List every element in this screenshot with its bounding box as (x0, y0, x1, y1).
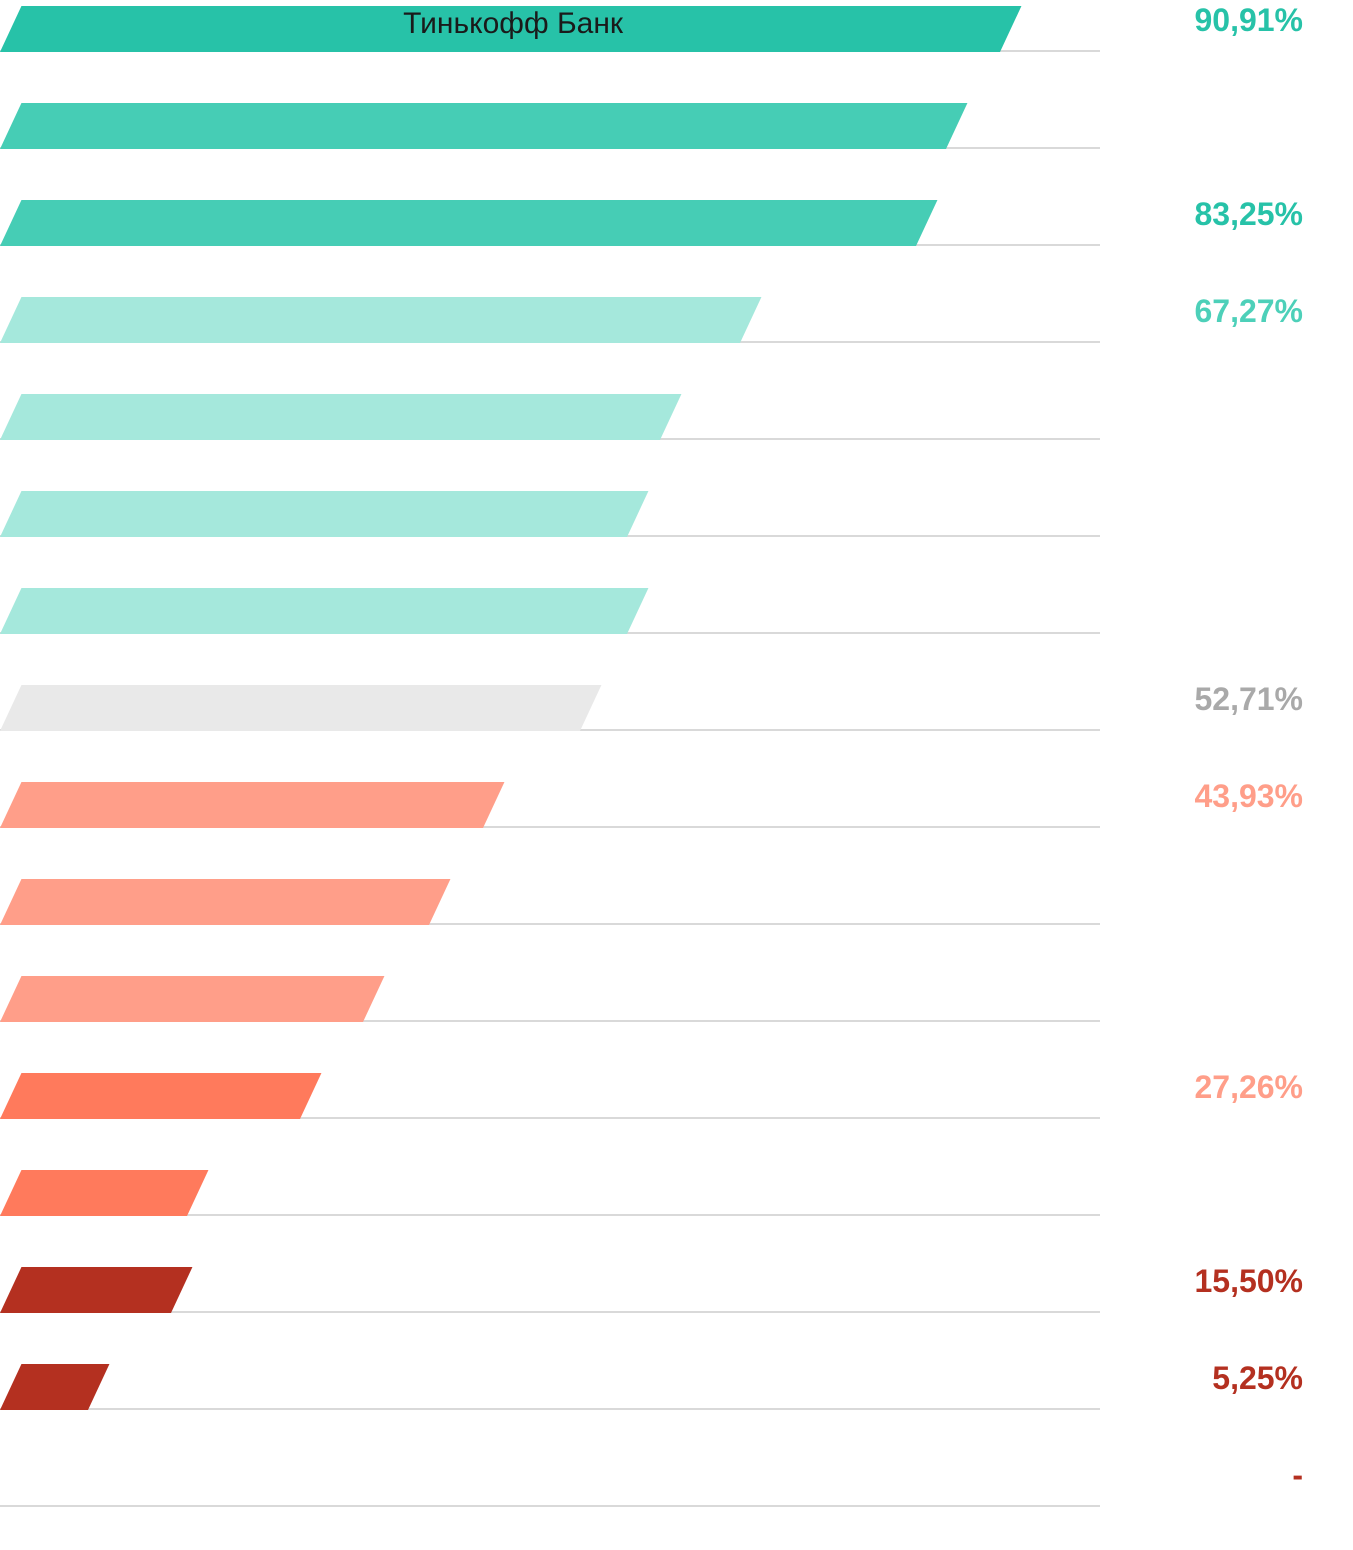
chart-row (0, 485, 1353, 537)
chart-row: 67,27% (0, 291, 1353, 343)
chart-row: 5,25% (0, 1358, 1353, 1410)
bar-value: - (1292, 1457, 1303, 1494)
chart-bar (0, 685, 601, 731)
chart-bar (0, 394, 681, 440)
chart-track (0, 1505, 1100, 1507)
chart-bar (0, 200, 937, 246)
chart-row (0, 97, 1353, 149)
chart-row (0, 873, 1353, 925)
chart-bar (0, 976, 384, 1022)
chart-row: - (0, 1455, 1353, 1507)
chart-row (0, 388, 1353, 440)
chart-bar (0, 588, 648, 634)
chart-bar (0, 1267, 192, 1313)
bar-value: 15,50% (1194, 1263, 1303, 1300)
chart-row: Тинькофф Банк 90,91% (0, 0, 1353, 52)
chart-row: 27,26% (0, 1067, 1353, 1119)
chart-row: 43,93% (0, 776, 1353, 828)
bar-value: 5,25% (1212, 1360, 1303, 1397)
bar-value: 52,71% (1194, 681, 1303, 718)
chart-bar (0, 1364, 109, 1410)
chart-row: 15,50% (0, 1261, 1353, 1313)
chart-bar: Тинькофф Банк (0, 6, 1021, 52)
chart-row: 52,71% (0, 679, 1353, 731)
chart-row (0, 1164, 1353, 1216)
chart-row (0, 582, 1353, 634)
chart-bar (0, 782, 505, 828)
bar-value: 67,27% (1194, 293, 1303, 330)
horizontal-bar-chart: Тинькофф Банк 90,91% 83,25% 67,27% 52,71% 43,… (0, 0, 1353, 1507)
chart-bar (0, 103, 967, 149)
chart-track (0, 1408, 1100, 1410)
chart-bar (0, 491, 648, 537)
chart-bar (0, 879, 450, 925)
chart-row: 83,25% (0, 194, 1353, 246)
chart-bar (0, 1170, 208, 1216)
chart-bar (0, 1073, 321, 1119)
bar-value: 83,25% (1194, 196, 1303, 233)
chart-bar (0, 297, 761, 343)
chart-row (0, 970, 1353, 1022)
bar-value: 43,93% (1194, 778, 1303, 815)
bar-value: 90,91% (1194, 2, 1303, 39)
bar-label: Тинькофф Банк (403, 7, 623, 41)
bar-value: 27,26% (1194, 1069, 1303, 1106)
